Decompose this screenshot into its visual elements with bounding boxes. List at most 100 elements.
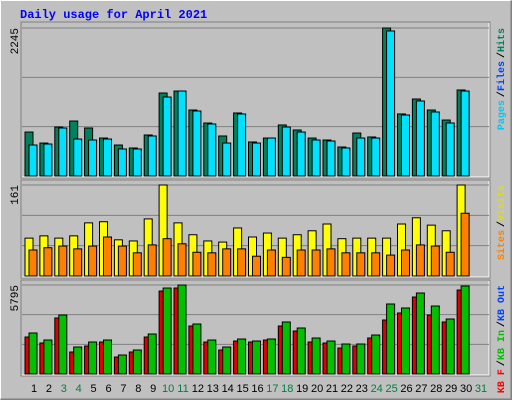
- bar: [58, 127, 68, 177]
- bar: [371, 334, 381, 375]
- x-tick-label: 6: [105, 383, 111, 395]
- bar: [326, 340, 336, 375]
- x-tick-label: 5: [91, 383, 97, 395]
- bar: [281, 126, 291, 177]
- x-tick-label: 25: [385, 383, 397, 395]
- bar: [132, 148, 142, 177]
- bar: [296, 327, 306, 375]
- bar: [296, 131, 306, 177]
- bar: [207, 339, 217, 375]
- x-tick-label: 31: [475, 383, 487, 395]
- bar: [177, 243, 187, 277]
- bar: [281, 256, 291, 277]
- bar: [401, 114, 410, 177]
- y-tick-label: 5795: [10, 285, 22, 311]
- chart-title: Daily usage for April 2021: [20, 8, 207, 22]
- legend-separator: /: [496, 221, 508, 227]
- x-tick-label: 20: [311, 383, 323, 395]
- legend: Pages/Files/Hits: [496, 28, 508, 130]
- bar: [356, 343, 366, 375]
- bar: [430, 111, 440, 177]
- bar: [43, 143, 53, 177]
- bar: [73, 138, 83, 177]
- bar: [401, 307, 410, 375]
- bar: [341, 343, 351, 375]
- bar: [460, 212, 470, 277]
- bar: [222, 248, 232, 277]
- bar: [266, 137, 276, 177]
- legend-entry: Pages: [497, 100, 508, 130]
- bar: [192, 251, 202, 277]
- legend-entry: KB F: [497, 369, 508, 393]
- bar: [117, 148, 127, 177]
- x-tick-label: 23: [356, 383, 368, 395]
- bar: [222, 142, 232, 177]
- bar: [445, 251, 455, 277]
- bar: [252, 255, 261, 277]
- bar: [103, 339, 112, 375]
- x-tick-label: 29: [445, 383, 457, 395]
- legend-separator: /: [496, 91, 508, 97]
- x-tick-label: 8: [135, 383, 141, 395]
- x-tick-label: 7: [120, 383, 126, 395]
- y-tick-label: 2245: [10, 28, 22, 54]
- legend-entry: Visits: [496, 185, 508, 221]
- x-tick-label: 21: [326, 383, 338, 395]
- bar: [252, 142, 261, 177]
- bar: [415, 292, 425, 375]
- bar: [43, 247, 53, 277]
- x-tick-label: 30: [460, 383, 472, 395]
- legend-separator: /: [496, 360, 508, 366]
- bar: [311, 139, 321, 177]
- y-tick-label: 161: [10, 185, 22, 205]
- bar: [88, 341, 98, 375]
- bar: [415, 100, 425, 177]
- x-tick-label: 27: [415, 383, 427, 395]
- x-tick-label: 9: [150, 383, 156, 395]
- bar: [28, 144, 38, 177]
- bar: [177, 90, 187, 177]
- legend-entry: KB In: [497, 330, 508, 360]
- bar: [341, 147, 351, 177]
- bar: [117, 354, 127, 375]
- x-tick-label: 19: [296, 383, 308, 395]
- bar: [147, 333, 157, 375]
- bar: [162, 287, 172, 375]
- bar: [266, 249, 276, 277]
- bar: [43, 339, 53, 375]
- bar: [311, 337, 321, 375]
- x-tick-label: 22: [341, 383, 353, 395]
- bar: [103, 138, 112, 177]
- bar: [88, 139, 98, 177]
- bar: [117, 245, 127, 277]
- x-tick-label: 14: [222, 383, 234, 395]
- bar: [356, 252, 366, 277]
- bar: [103, 236, 112, 277]
- bar: [28, 249, 38, 277]
- bar: [88, 245, 98, 277]
- bar: [326, 248, 336, 277]
- bar: [386, 254, 396, 277]
- bar: [73, 248, 83, 277]
- bar: [445, 318, 455, 375]
- x-tick-label: 17: [266, 383, 278, 395]
- bar: [371, 137, 381, 177]
- bar: [162, 96, 172, 177]
- bar: [207, 252, 217, 277]
- bar: [237, 113, 247, 177]
- x-tick-label: 18: [281, 383, 293, 395]
- x-tick-label: 12: [192, 383, 204, 395]
- x-tick-label: 3: [61, 383, 67, 395]
- bar: [415, 244, 425, 277]
- bar: [58, 314, 68, 375]
- bar: [401, 249, 410, 277]
- bar: [58, 245, 68, 277]
- x-tick-label: 2: [46, 383, 52, 395]
- bar: [237, 338, 247, 375]
- legend-separator: /: [496, 52, 508, 58]
- bar: [132, 252, 142, 277]
- bar: [386, 30, 396, 177]
- x-tick-label: 10: [162, 383, 174, 395]
- bar: [445, 122, 455, 177]
